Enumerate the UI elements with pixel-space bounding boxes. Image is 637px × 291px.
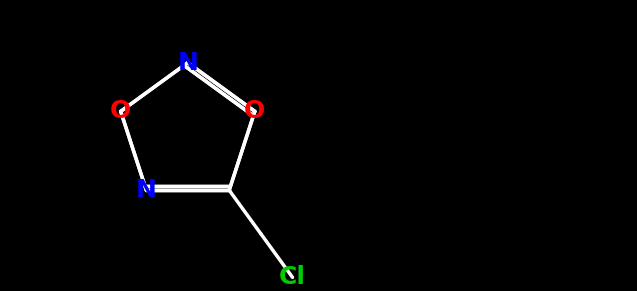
Text: N: N <box>136 178 157 202</box>
Text: Cl: Cl <box>279 265 306 289</box>
Text: N: N <box>177 51 198 75</box>
Text: O: O <box>244 100 266 123</box>
Text: O: O <box>110 100 131 123</box>
